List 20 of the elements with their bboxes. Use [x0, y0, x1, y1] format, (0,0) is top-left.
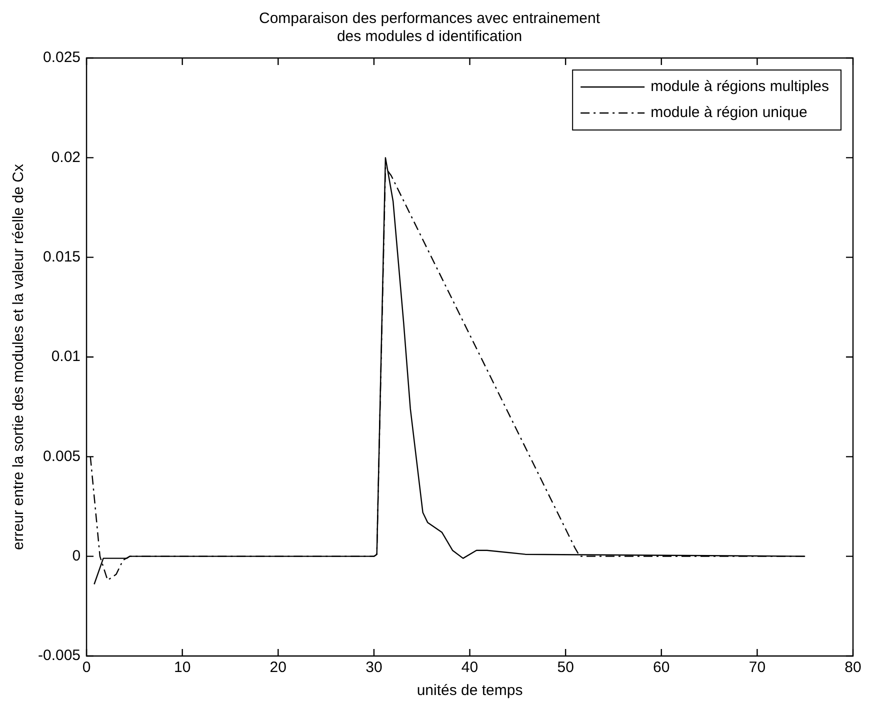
y-tick-label: 0.02 — [51, 148, 81, 166]
x-tick-label: 20 — [270, 659, 286, 676]
x-tick-label: 30 — [366, 659, 382, 676]
y-tick-label: 0.01 — [51, 348, 81, 366]
x-tick-label: 60 — [653, 659, 670, 676]
legend-label: module à régions multiples — [650, 78, 830, 96]
x-tick-label: 80 — [844, 659, 862, 676]
y-tick-label: 0.025 — [42, 49, 81, 66]
y-tick-label: 0.015 — [42, 248, 81, 266]
x-tick-label: 10 — [174, 659, 191, 676]
y-axis-title: erreur entre la sortie des modules et la valeur réelle de Cx — [10, 163, 28, 550]
x-axis-title: unités de temps — [416, 682, 523, 700]
y-tick-label: 0.005 — [42, 448, 81, 465]
y-tick-label: 0 — [72, 547, 81, 564]
legend-label: module à région unique — [650, 104, 808, 122]
x-tick-label: 70 — [748, 659, 766, 676]
chart-title: Comparaison des performances avec entrainement des modules d identification — [258, 10, 601, 46]
x-tick-label: 50 — [557, 659, 574, 676]
x-tick-label: 40 — [461, 659, 478, 676]
y-tick-label: -0.005 — [38, 647, 81, 664]
